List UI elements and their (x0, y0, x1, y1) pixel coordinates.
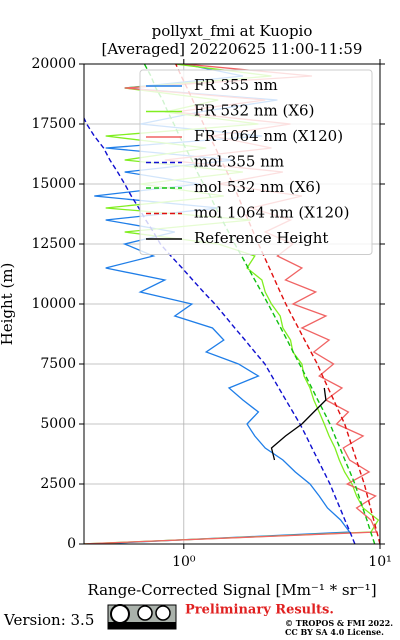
x-tick-label: 10¹ (368, 554, 391, 570)
plot-frame (83, 63, 381, 545)
legend: FR 355 nm FR 532 nm (X6) FR 1064 nm (X120)… (139, 69, 373, 255)
chart-title: pollyxt_fmi at Kuopio (152, 22, 313, 40)
y-tick-label: 12500 (31, 236, 76, 252)
y-tick-label: 10000 (31, 296, 76, 312)
y-tick-label: 20000 (31, 56, 76, 72)
plot-area: 0 2500 5000 7500 10000 12500 15000 17500 20000 10… (31, 56, 391, 570)
x-axis-label: Range-Corrected Signal [Mm⁻¹ * sr⁻¹] (87, 581, 376, 599)
preliminary-note: Preliminary Results. (185, 603, 334, 618)
y-tick-label: 2500 (40, 476, 76, 492)
y-tick-label: 15000 (31, 176, 76, 192)
series-line (270, 387, 327, 461)
legend-label: FR 532 nm (X6) (194, 102, 314, 120)
license-line: CC BY SA 4.0 License. (285, 627, 384, 637)
y-tick-label: 7500 (40, 356, 76, 372)
y-axis-label: Height (m) (0, 263, 16, 346)
legend-box (139, 69, 373, 255)
legend-label: mol 355 nm (194, 153, 284, 171)
legend-label: Reference Height (194, 229, 328, 247)
y-tick-label: 17500 (31, 116, 76, 132)
legend-label: FR 355 nm (194, 76, 278, 94)
legend-label: mol 532 nm (X6) (194, 178, 321, 196)
cc-badge (107, 604, 177, 630)
legend-label: mol 1064 nm (X120) (194, 204, 349, 222)
y-tick-label: 5000 (40, 416, 76, 432)
y-tick-label: 0 (67, 536, 76, 552)
legend-label: FR 1064 nm (X120) (194, 127, 343, 145)
version: Version: 3.5 (3, 611, 94, 629)
chart-subtitle: [Averaged] 20220625 11:00-11:59 (102, 40, 363, 58)
x-tick-label: 10⁰ (172, 554, 196, 570)
license-line: © TROPOS & FMI 2022. (285, 618, 393, 628)
